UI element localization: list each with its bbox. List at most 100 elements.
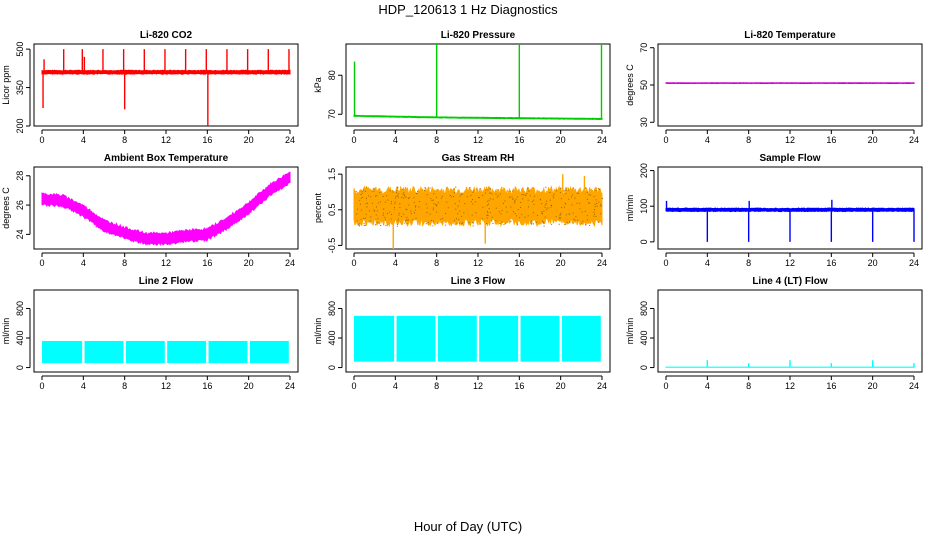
series-point (401, 196, 403, 198)
series-point (593, 215, 595, 217)
series-point (458, 219, 460, 221)
x-tick-label: 0 (39, 381, 44, 391)
series-point (471, 221, 473, 223)
x-tick-label: 0 (351, 381, 356, 391)
series-point (531, 201, 533, 203)
x-tick-label: 20 (556, 135, 566, 145)
series-point (596, 205, 598, 207)
x-tick-label: 12 (473, 135, 483, 145)
series-point (490, 188, 492, 190)
series-point (574, 219, 576, 221)
series-band (208, 340, 248, 364)
series-point (564, 224, 566, 226)
series-point (573, 218, 575, 220)
series-point (362, 196, 364, 198)
x-tick-label: 4 (393, 135, 398, 145)
series-point (539, 198, 541, 200)
series-point (550, 206, 552, 208)
series-point (519, 206, 521, 208)
series-point (486, 223, 488, 225)
series-point (525, 194, 527, 196)
x-tick-label: 16 (514, 381, 524, 391)
series-point (552, 195, 554, 197)
series-point (491, 216, 493, 218)
series-point (565, 189, 567, 191)
series-point (371, 190, 373, 192)
series-point (541, 213, 543, 215)
series-point (404, 220, 406, 222)
series-point (600, 205, 602, 207)
series-point (386, 212, 388, 214)
series-point (363, 217, 365, 219)
series-point (495, 220, 497, 222)
series-point (356, 220, 358, 222)
series-point (382, 212, 384, 214)
series-point (426, 194, 428, 196)
series-point (382, 196, 384, 198)
x-tick-label: 4 (705, 258, 710, 268)
series-point (585, 187, 587, 189)
series-point (410, 210, 412, 212)
series-point (365, 197, 367, 199)
series-line (665, 199, 915, 242)
x-tick-label: 8 (434, 135, 439, 145)
series-point (530, 220, 532, 222)
series-point (501, 210, 503, 212)
series-point (520, 201, 522, 203)
series-point (413, 197, 415, 199)
series-point (542, 221, 544, 223)
panel-6: Line 2 Flow 0 4 8 12 16 20 24 0 400 800 ml/min (1, 276, 299, 391)
series-point (600, 213, 602, 215)
series-point (433, 203, 435, 205)
series-point (589, 224, 591, 226)
series-point (397, 187, 399, 189)
series-point (499, 193, 501, 195)
x-tick-label: 0 (39, 258, 44, 268)
series-point (375, 195, 377, 197)
series-point (356, 213, 358, 215)
series-point (500, 213, 502, 215)
x-tick-label: 24 (597, 135, 607, 145)
series-band (41, 171, 291, 246)
series-point (545, 203, 547, 205)
series-point (528, 190, 530, 192)
x-tick-label: 24 (909, 135, 919, 145)
figure-x-axis-label: Hour of Day (UTC) (414, 519, 522, 534)
x-tick-label: 4 (705, 381, 710, 391)
x-tick-label: 20 (556, 381, 566, 391)
series-point (376, 210, 378, 212)
series-point (566, 187, 568, 189)
series-point (598, 188, 600, 190)
series-point (588, 194, 590, 196)
series-point (541, 220, 543, 222)
y-tick-label: 800 (15, 301, 25, 316)
series-point (576, 202, 578, 204)
series-point (472, 191, 474, 193)
series-point (534, 195, 536, 197)
series-point (528, 206, 530, 208)
series-point (486, 210, 488, 212)
plot-frame (33, 289, 299, 373)
series-point (479, 188, 481, 190)
x-tick-label: 8 (122, 135, 127, 145)
panel-title: Gas Stream RH (442, 153, 515, 164)
series-point (518, 217, 520, 219)
panel-7: Line 3 Flow 0 4 8 12 16 20 24 0 400 800 ml/min (313, 276, 611, 391)
series-point (586, 191, 588, 193)
series-point (576, 192, 578, 194)
y-tick-label: 500 (15, 42, 25, 57)
series-point (363, 225, 365, 227)
series-point (581, 211, 583, 213)
series-point (516, 215, 518, 217)
series-point (399, 203, 401, 205)
series-point (445, 213, 447, 215)
series-point (541, 211, 543, 213)
y-tick-label: 0 (327, 365, 337, 370)
series-point (426, 212, 428, 214)
x-tick-label: 12 (473, 381, 483, 391)
y-tick-label: 24 (15, 229, 25, 239)
series-point (509, 190, 511, 192)
series-point (506, 211, 508, 213)
series-point (361, 191, 363, 193)
panel-title: Line 4 (LT) Flow (752, 276, 828, 287)
